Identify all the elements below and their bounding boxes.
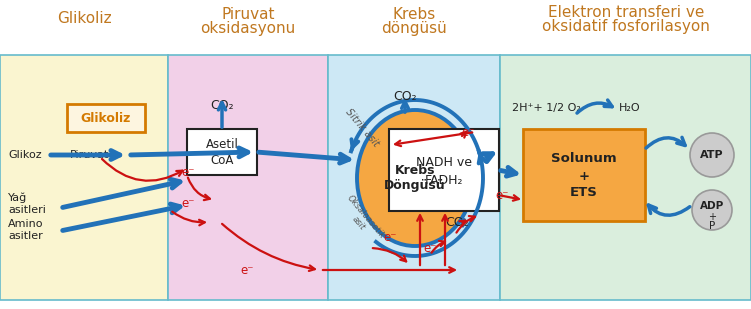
FancyBboxPatch shape bbox=[187, 129, 257, 175]
Text: ADP: ADP bbox=[700, 201, 724, 211]
Circle shape bbox=[690, 133, 734, 177]
FancyBboxPatch shape bbox=[389, 129, 499, 211]
Text: CO₂: CO₂ bbox=[394, 90, 417, 103]
Text: CO₂: CO₂ bbox=[210, 99, 234, 112]
Circle shape bbox=[692, 190, 732, 230]
Text: Glikoliz: Glikoliz bbox=[81, 112, 131, 125]
Text: asitler: asitler bbox=[8, 231, 43, 241]
Text: oksidasyonu: oksidasyonu bbox=[201, 20, 296, 36]
Ellipse shape bbox=[357, 110, 473, 246]
Text: Glikoliz: Glikoliz bbox=[56, 11, 111, 26]
Text: oksidatif fosforilasyon: oksidatif fosforilasyon bbox=[542, 19, 710, 33]
Text: döngüsü: döngüsü bbox=[381, 20, 447, 36]
Text: Krebs: Krebs bbox=[395, 163, 436, 176]
Text: Sitrik asit: Sitrik asit bbox=[343, 107, 381, 149]
Text: Elektron transferi ve: Elektron transferi ve bbox=[547, 5, 704, 19]
Text: ATP: ATP bbox=[700, 150, 724, 160]
Text: CoA: CoA bbox=[210, 154, 234, 167]
Text: Döngüsü: Döngüsü bbox=[385, 179, 446, 192]
Text: Yağ: Yağ bbox=[8, 193, 27, 203]
Text: Krebs: Krebs bbox=[392, 6, 436, 22]
Text: Piruvat: Piruvat bbox=[70, 150, 109, 160]
Text: e⁻: e⁻ bbox=[495, 188, 508, 201]
Text: CO₂: CO₂ bbox=[445, 215, 469, 228]
Bar bbox=[0, 55, 168, 300]
Text: NADH ve: NADH ve bbox=[416, 155, 472, 168]
Text: e⁻: e⁻ bbox=[383, 231, 397, 243]
Text: FADH₂: FADH₂ bbox=[425, 173, 463, 187]
Text: Oksaloasetik
asit: Oksaloasetik asit bbox=[337, 193, 387, 247]
Text: ETS: ETS bbox=[570, 185, 598, 198]
Text: e⁻: e⁻ bbox=[181, 166, 195, 179]
Text: 2H⁺+ 1/2 O₂: 2H⁺+ 1/2 O₂ bbox=[511, 103, 581, 113]
Text: asitleri: asitleri bbox=[8, 205, 46, 215]
FancyBboxPatch shape bbox=[67, 104, 145, 132]
Bar bbox=[168, 55, 328, 300]
Text: e⁻: e⁻ bbox=[181, 197, 195, 210]
FancyBboxPatch shape bbox=[523, 129, 645, 221]
Bar bbox=[500, 55, 751, 300]
Text: e⁻: e⁻ bbox=[461, 125, 475, 138]
Text: e⁻: e⁻ bbox=[240, 264, 254, 277]
Text: +: + bbox=[578, 170, 590, 183]
Text: Amino: Amino bbox=[8, 219, 44, 229]
Bar bbox=[328, 55, 500, 300]
Text: Glikoz: Glikoz bbox=[8, 150, 41, 160]
Text: H₂O: H₂O bbox=[619, 103, 641, 113]
Text: P: P bbox=[709, 221, 715, 231]
Text: Solunum: Solunum bbox=[551, 151, 617, 164]
Text: Piruvat: Piruvat bbox=[222, 6, 275, 22]
Text: Asetil: Asetil bbox=[206, 138, 238, 150]
Text: +: + bbox=[708, 212, 716, 222]
Text: e⁻: e⁻ bbox=[424, 242, 437, 255]
